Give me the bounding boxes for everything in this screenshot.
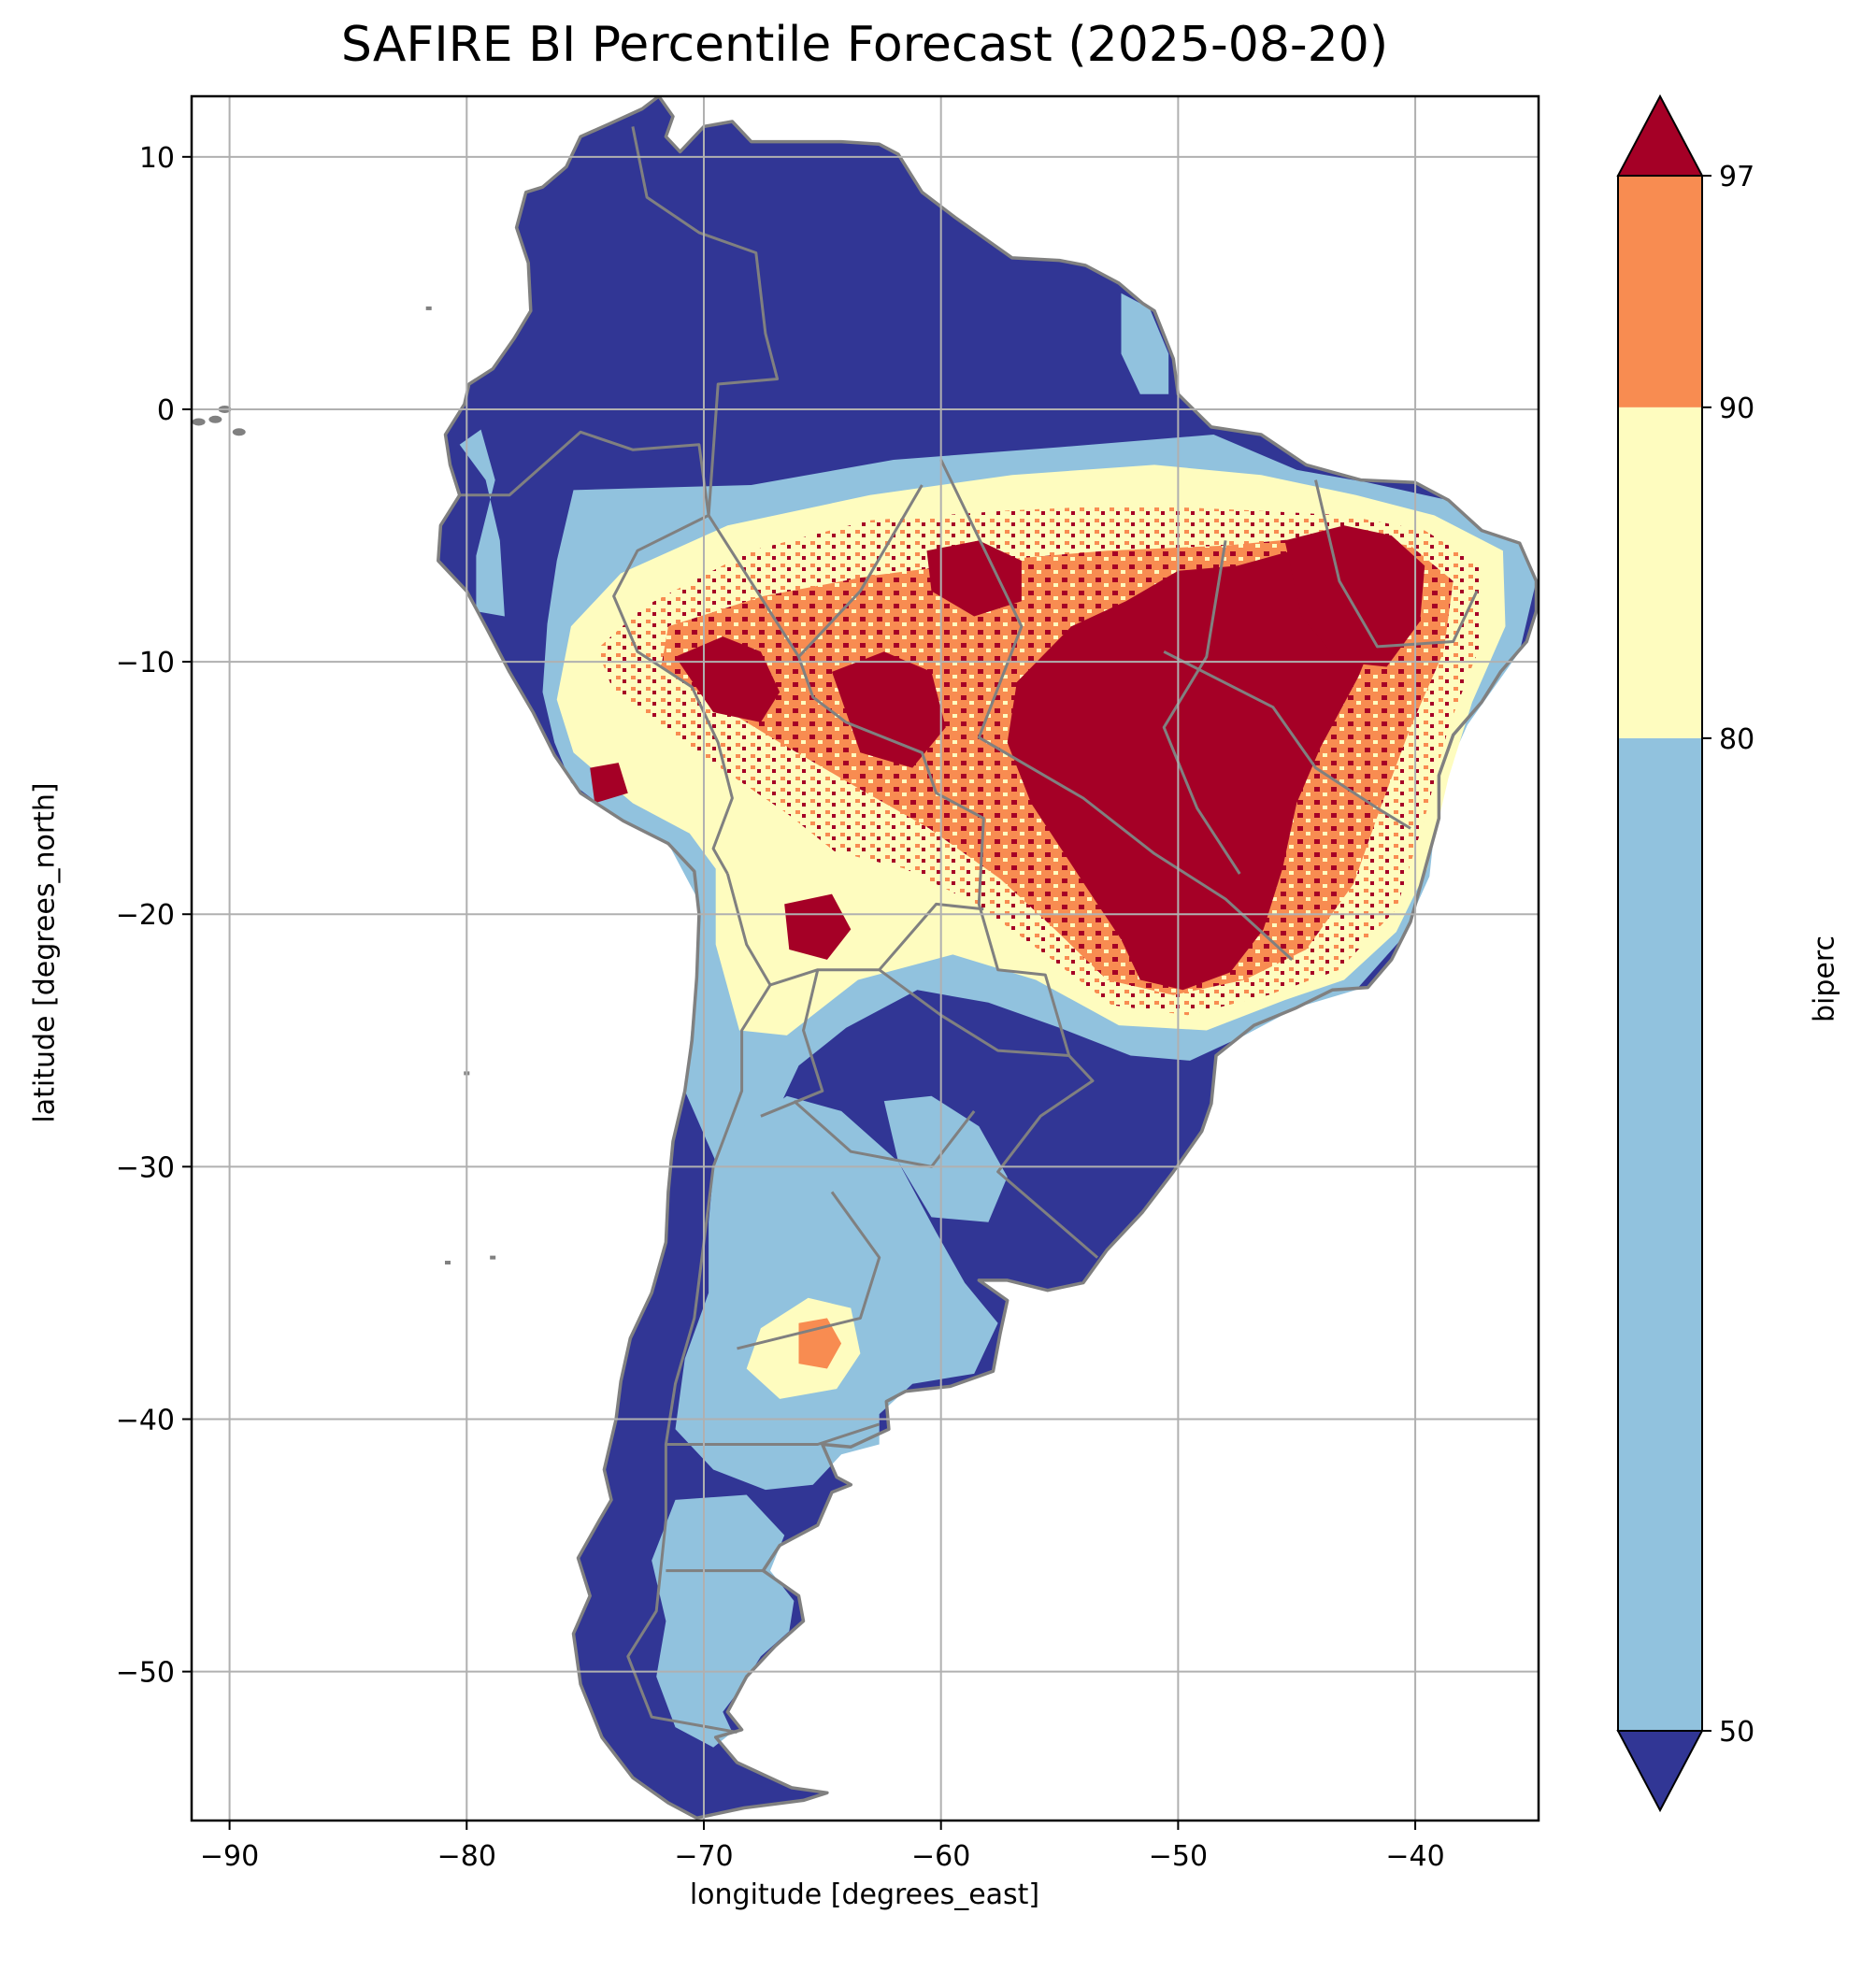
- region-bin1-argentina-east: [883, 1095, 1008, 1222]
- admin-border-0: [631, 126, 780, 516]
- y-tick-label: 0: [157, 394, 175, 427]
- region-over-97-peru-coast: [590, 763, 628, 804]
- admin-border-8: [1163, 650, 1411, 830]
- region-over-97-rondonia: [675, 636, 780, 722]
- x-tick-label: −60: [911, 1840, 970, 1873]
- galapagos-island-3: [232, 428, 246, 436]
- region-bin1-west-amazon: [459, 429, 505, 617]
- islet-3: [444, 1261, 451, 1265]
- y-axis-label: latitude [degrees_north]: [28, 782, 62, 1123]
- colorbar-tick-label: 97: [1719, 161, 1754, 193]
- region-bin1-patagonia: [652, 1494, 795, 1748]
- chart-title: SAFIRE BI Percentile Forecast (2025-08-2…: [340, 17, 1389, 73]
- galapagos-island-0: [192, 418, 206, 426]
- islet-2: [490, 1255, 496, 1260]
- region-over-97-central-brazil: [1007, 545, 1387, 991]
- colorbar-bin-80–90: [1618, 407, 1702, 738]
- colorbar-frame: [1617, 175, 1703, 1732]
- x-tick-label: −50: [1149, 1840, 1208, 1873]
- colorbar-tick-label: 90: [1719, 393, 1754, 425]
- colorbar-bin-90–97: [1618, 176, 1702, 407]
- admin-border-6: [626, 984, 772, 1734]
- region-bin1-argentina-central: [675, 1095, 998, 1491]
- axes-frame: [190, 94, 1540, 1822]
- region-over-97-bolivia: [784, 893, 852, 960]
- region-over-97-para: [926, 540, 1022, 617]
- admin-border-12: [793, 1099, 976, 1168]
- galapagos-island-1: [208, 415, 222, 423]
- colorbar-extend-over: [1616, 93, 1704, 177]
- coastline: [437, 96, 1539, 1821]
- admin-border-16: [760, 969, 824, 1118]
- admin-border-10: [1314, 479, 1479, 649]
- admin-border-9: [1162, 540, 1241, 875]
- region-over-97-northeast: [1284, 525, 1425, 667]
- admin-border-5: [878, 968, 1099, 1259]
- region-over-97-mato-grosso: [832, 651, 946, 768]
- x-tick-label: −80: [437, 1840, 496, 1873]
- y-tick-label: −30: [116, 1151, 175, 1184]
- admin-border-1: [459, 430, 710, 516]
- admin-border-13: [737, 1191, 881, 1350]
- y-tick-label: −10: [116, 647, 175, 679]
- colorbar-label: biperc: [1808, 935, 1841, 1023]
- colorbar-extend-under: [1616, 1730, 1704, 1813]
- admin-border-14: [666, 1422, 881, 1446]
- y-tick-label: 10: [139, 142, 175, 175]
- admin-border-7: [939, 459, 1294, 962]
- colorbar-tick-label: 80: [1719, 723, 1754, 756]
- region-bin1-guiana-coast: [1121, 293, 1169, 394]
- admin-border-3: [707, 514, 1071, 1056]
- colorbar-bin-50–80: [1618, 737, 1702, 1731]
- islet-0: [425, 306, 432, 310]
- colorbar-tick-label: 50: [1719, 1716, 1754, 1749]
- x-tick-label: −90: [200, 1840, 259, 1873]
- x-tick-label: −70: [674, 1840, 733, 1873]
- admin-border-11: [797, 484, 924, 658]
- y-tick-label: −20: [116, 899, 175, 932]
- x-tick-label: −40: [1385, 1840, 1444, 1873]
- admin-border-2: [612, 514, 734, 875]
- y-tick-label: −50: [116, 1657, 175, 1690]
- y-tick-label: −40: [116, 1404, 175, 1436]
- x-axis-label: longitude [degrees_east]: [689, 1878, 1040, 1911]
